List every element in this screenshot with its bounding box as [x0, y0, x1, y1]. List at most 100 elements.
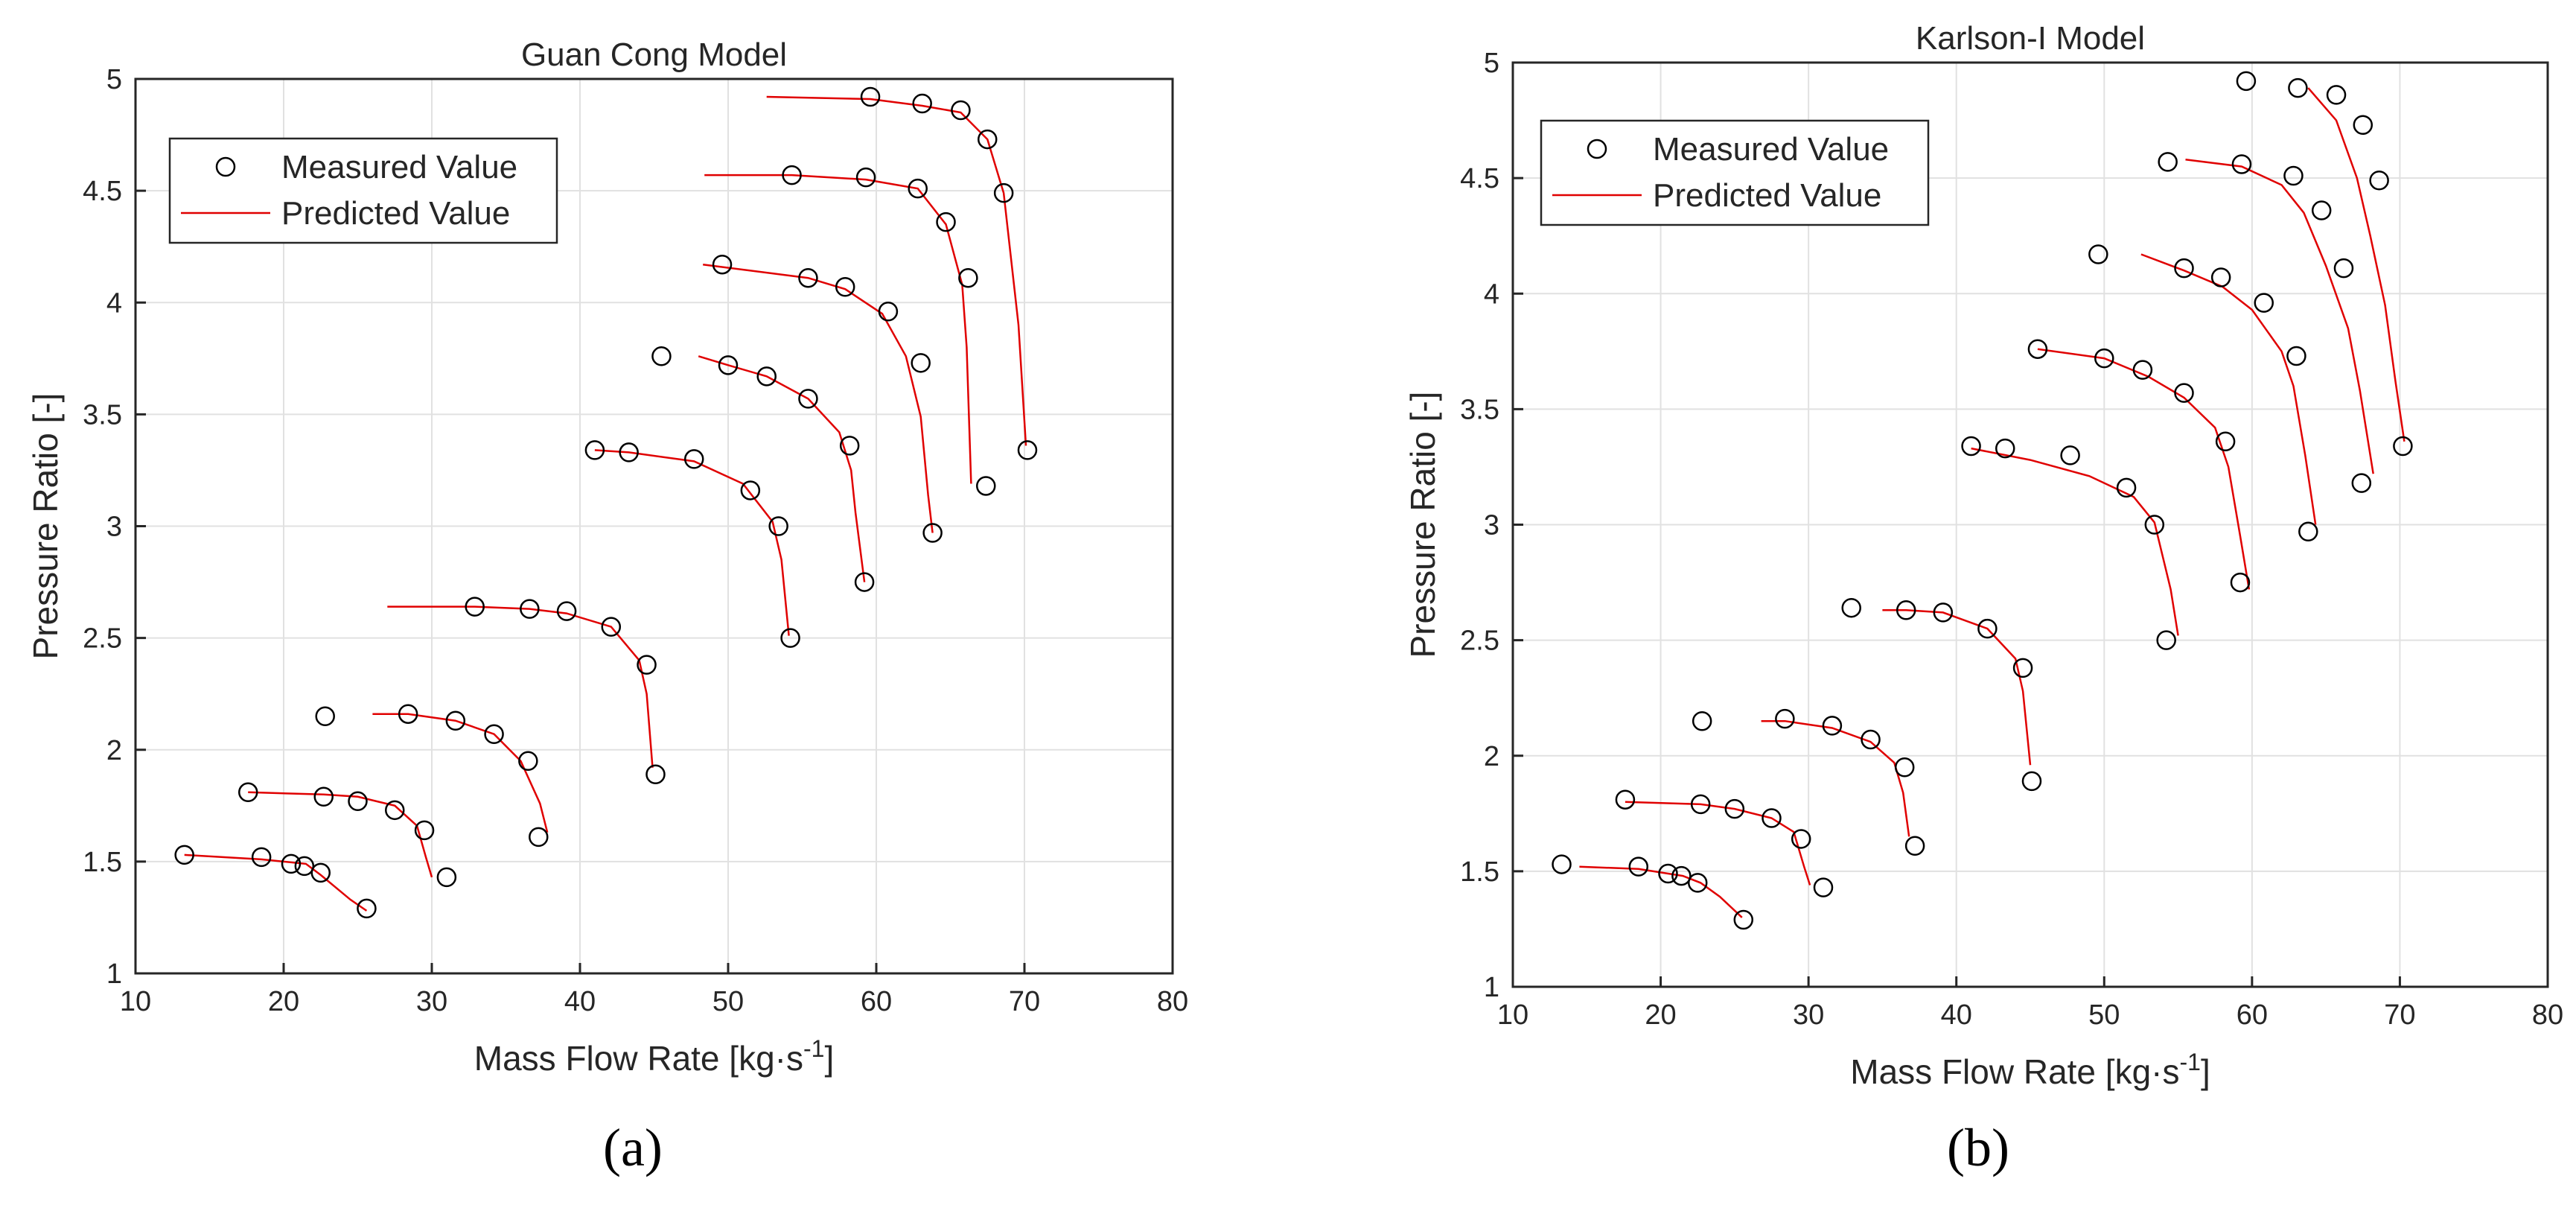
measured-point [1775, 708, 1795, 729]
x-axis-label-sup: -1 [2179, 1049, 2200, 1075]
measured-point [1822, 716, 1843, 736]
measured-point [2333, 258, 2354, 279]
measured-point [2393, 436, 2413, 457]
predicted-line [1579, 865, 1743, 918]
x-tick-label: 60 [2237, 999, 2268, 1031]
measured-point [683, 449, 704, 469]
y-tick-label: 2 [106, 735, 122, 766]
predicted-line [703, 263, 934, 533]
measured-point [878, 302, 899, 322]
legend: Measured Value Predicted Value [1540, 119, 1930, 226]
chart-guan-cong: 10 20 30 40 50 60 70 80 1 1.5 2 2.5 3 3.5 4 4.5 5 Guan Co… [26, 36, 1188, 1078]
measured-point [993, 182, 1014, 203]
y-axis-label: Pressure Ratio [-] [26, 393, 65, 660]
measured-point [174, 845, 194, 865]
y-tick-label: 2 [1484, 741, 1499, 772]
legend-box [168, 137, 558, 244]
predicted-line [2307, 87, 2406, 442]
x-tick-label: 60 [861, 986, 892, 1017]
y-tick-label: 4.5 [1460, 163, 1499, 194]
x-tick-label: 10 [1497, 999, 1528, 1031]
measured-point [1894, 757, 1915, 778]
measured-point [2021, 771, 2042, 792]
measured-point [1995, 438, 2015, 459]
measured-point [1628, 856, 1649, 877]
measured-point [2174, 383, 2194, 403]
measured-point [912, 93, 932, 114]
measured-point [1733, 909, 1754, 930]
predicted-line [2037, 348, 2251, 590]
x-tick-label: 30 [416, 986, 447, 1017]
predicted-line [1625, 801, 1811, 886]
measured-point [2236, 71, 2257, 92]
measured-point [740, 480, 761, 500]
legend-marker-measured [215, 156, 236, 177]
measured-point [2132, 360, 2153, 380]
measured-point [445, 710, 466, 731]
measured-point [2326, 85, 2347, 105]
legend-label-predicted: Predicted Value [281, 195, 510, 232]
legend-label-predicted: Predicted Value [1653, 177, 1881, 214]
y-tick-label: 1 [106, 958, 122, 990]
predicted-line [704, 174, 972, 484]
x-tick-label: 50 [2088, 999, 2120, 1031]
measured-point [2210, 267, 2231, 287]
x-tick-label: 40 [1941, 999, 1972, 1031]
legend-label-measured: Measured Value [1653, 131, 1889, 168]
x-tick-label: 70 [2384, 999, 2415, 1031]
measured-point [601, 617, 622, 637]
measured-point [768, 516, 788, 536]
measured-point [922, 523, 943, 543]
measured-point [398, 704, 418, 724]
measured-point [854, 572, 875, 592]
measured-point [798, 389, 818, 409]
x-axis-label: Mass Flow Rate [kg·s-1] [1850, 1049, 2210, 1091]
measured-point [313, 786, 334, 807]
measured-point [484, 724, 504, 744]
measured-point [2156, 630, 2176, 650]
predicted-line [594, 449, 790, 636]
measured-point [1762, 808, 1782, 828]
y-tick-label: 4 [1484, 279, 1499, 310]
measured-point [756, 366, 777, 387]
x-axis-label-end: ] [824, 1039, 834, 1078]
measured-point [2158, 152, 2178, 172]
measured-point [465, 597, 485, 617]
measured-point [2094, 348, 2114, 369]
measured-point [782, 165, 802, 185]
chart-title: Karlson-I Model [1916, 20, 2145, 57]
legend: Measured Value Predicted Value [168, 137, 558, 244]
measured-point [2369, 170, 2389, 191]
y-axis-label: Pressure Ratio [-] [1403, 392, 1442, 658]
x-axis-label-main: Mass Flow Rate [kg·s [1850, 1052, 2179, 1091]
legend-label-measured: Measured Value [281, 149, 517, 185]
y-tick-label: 5 [1484, 48, 1499, 79]
y-tick-label: 3 [106, 512, 122, 543]
measured-point [1615, 789, 1636, 810]
y-tick-label: 3.5 [1460, 394, 1499, 425]
x-axis-label: Mass Flow Rate [kg·s-1] [474, 1035, 834, 1078]
measured-point [529, 827, 549, 848]
measured-point [584, 440, 605, 460]
measured-point [1724, 798, 1745, 819]
measured-point [357, 898, 377, 919]
legend-marker-measured [1587, 139, 1607, 159]
measured-point [2060, 445, 2080, 465]
measured-point [436, 867, 457, 888]
measured-point [839, 436, 860, 456]
measured-point [1896, 600, 1916, 620]
measured-point [348, 791, 368, 812]
y-tick-label: 1 [1484, 972, 1499, 1003]
measured-point [1933, 602, 1954, 623]
measured-point [855, 167, 876, 188]
measured-point [1977, 618, 1998, 639]
measured-point [1692, 710, 1712, 731]
x-axis-label-end: ] [2201, 1052, 2210, 1091]
x-tick-label: 80 [1157, 986, 1188, 1017]
measured-point [294, 856, 315, 877]
y-tick-label: 5 [106, 64, 122, 95]
measured-point [936, 212, 956, 232]
measured-point [951, 100, 971, 121]
x-axis-label-sup: -1 [803, 1035, 824, 1062]
